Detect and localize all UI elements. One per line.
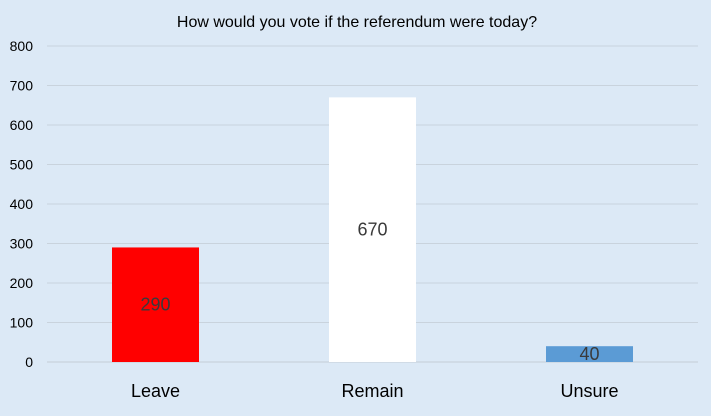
bar-leave: [112, 247, 199, 362]
y-tick-label-700: 700: [10, 78, 34, 94]
y-tick-label-0: 0: [25, 354, 33, 370]
data-label-leave: 290: [140, 295, 170, 315]
y-axis-ticks: 0 100 200 300 400 500 600 700 800: [10, 38, 34, 370]
y-tick-label-300: 300: [10, 236, 34, 252]
bars: [112, 97, 633, 362]
chart-title: How would you vote if the referendum wer…: [177, 14, 537, 31]
y-tick-label-800: 800: [10, 38, 34, 54]
data-label-unsure: 40: [579, 344, 599, 364]
y-tick-label-200: 200: [10, 275, 34, 291]
category-label-leave: Leave: [131, 381, 180, 401]
y-tick-label-500: 500: [10, 157, 34, 173]
data-label-remain: 670: [357, 220, 387, 240]
y-tick-label-400: 400: [10, 196, 34, 212]
bar-unsure: [546, 346, 633, 362]
category-label-unsure: Unsure: [560, 381, 618, 401]
y-tick-label-100: 100: [10, 315, 34, 331]
y-tick-label-600: 600: [10, 117, 34, 133]
data-labels: 290 670 40: [140, 220, 599, 364]
bar-remain: [329, 97, 416, 362]
category-label-remain: Remain: [341, 381, 403, 401]
x-axis-categories: Leave Remain Unsure: [131, 381, 619, 401]
